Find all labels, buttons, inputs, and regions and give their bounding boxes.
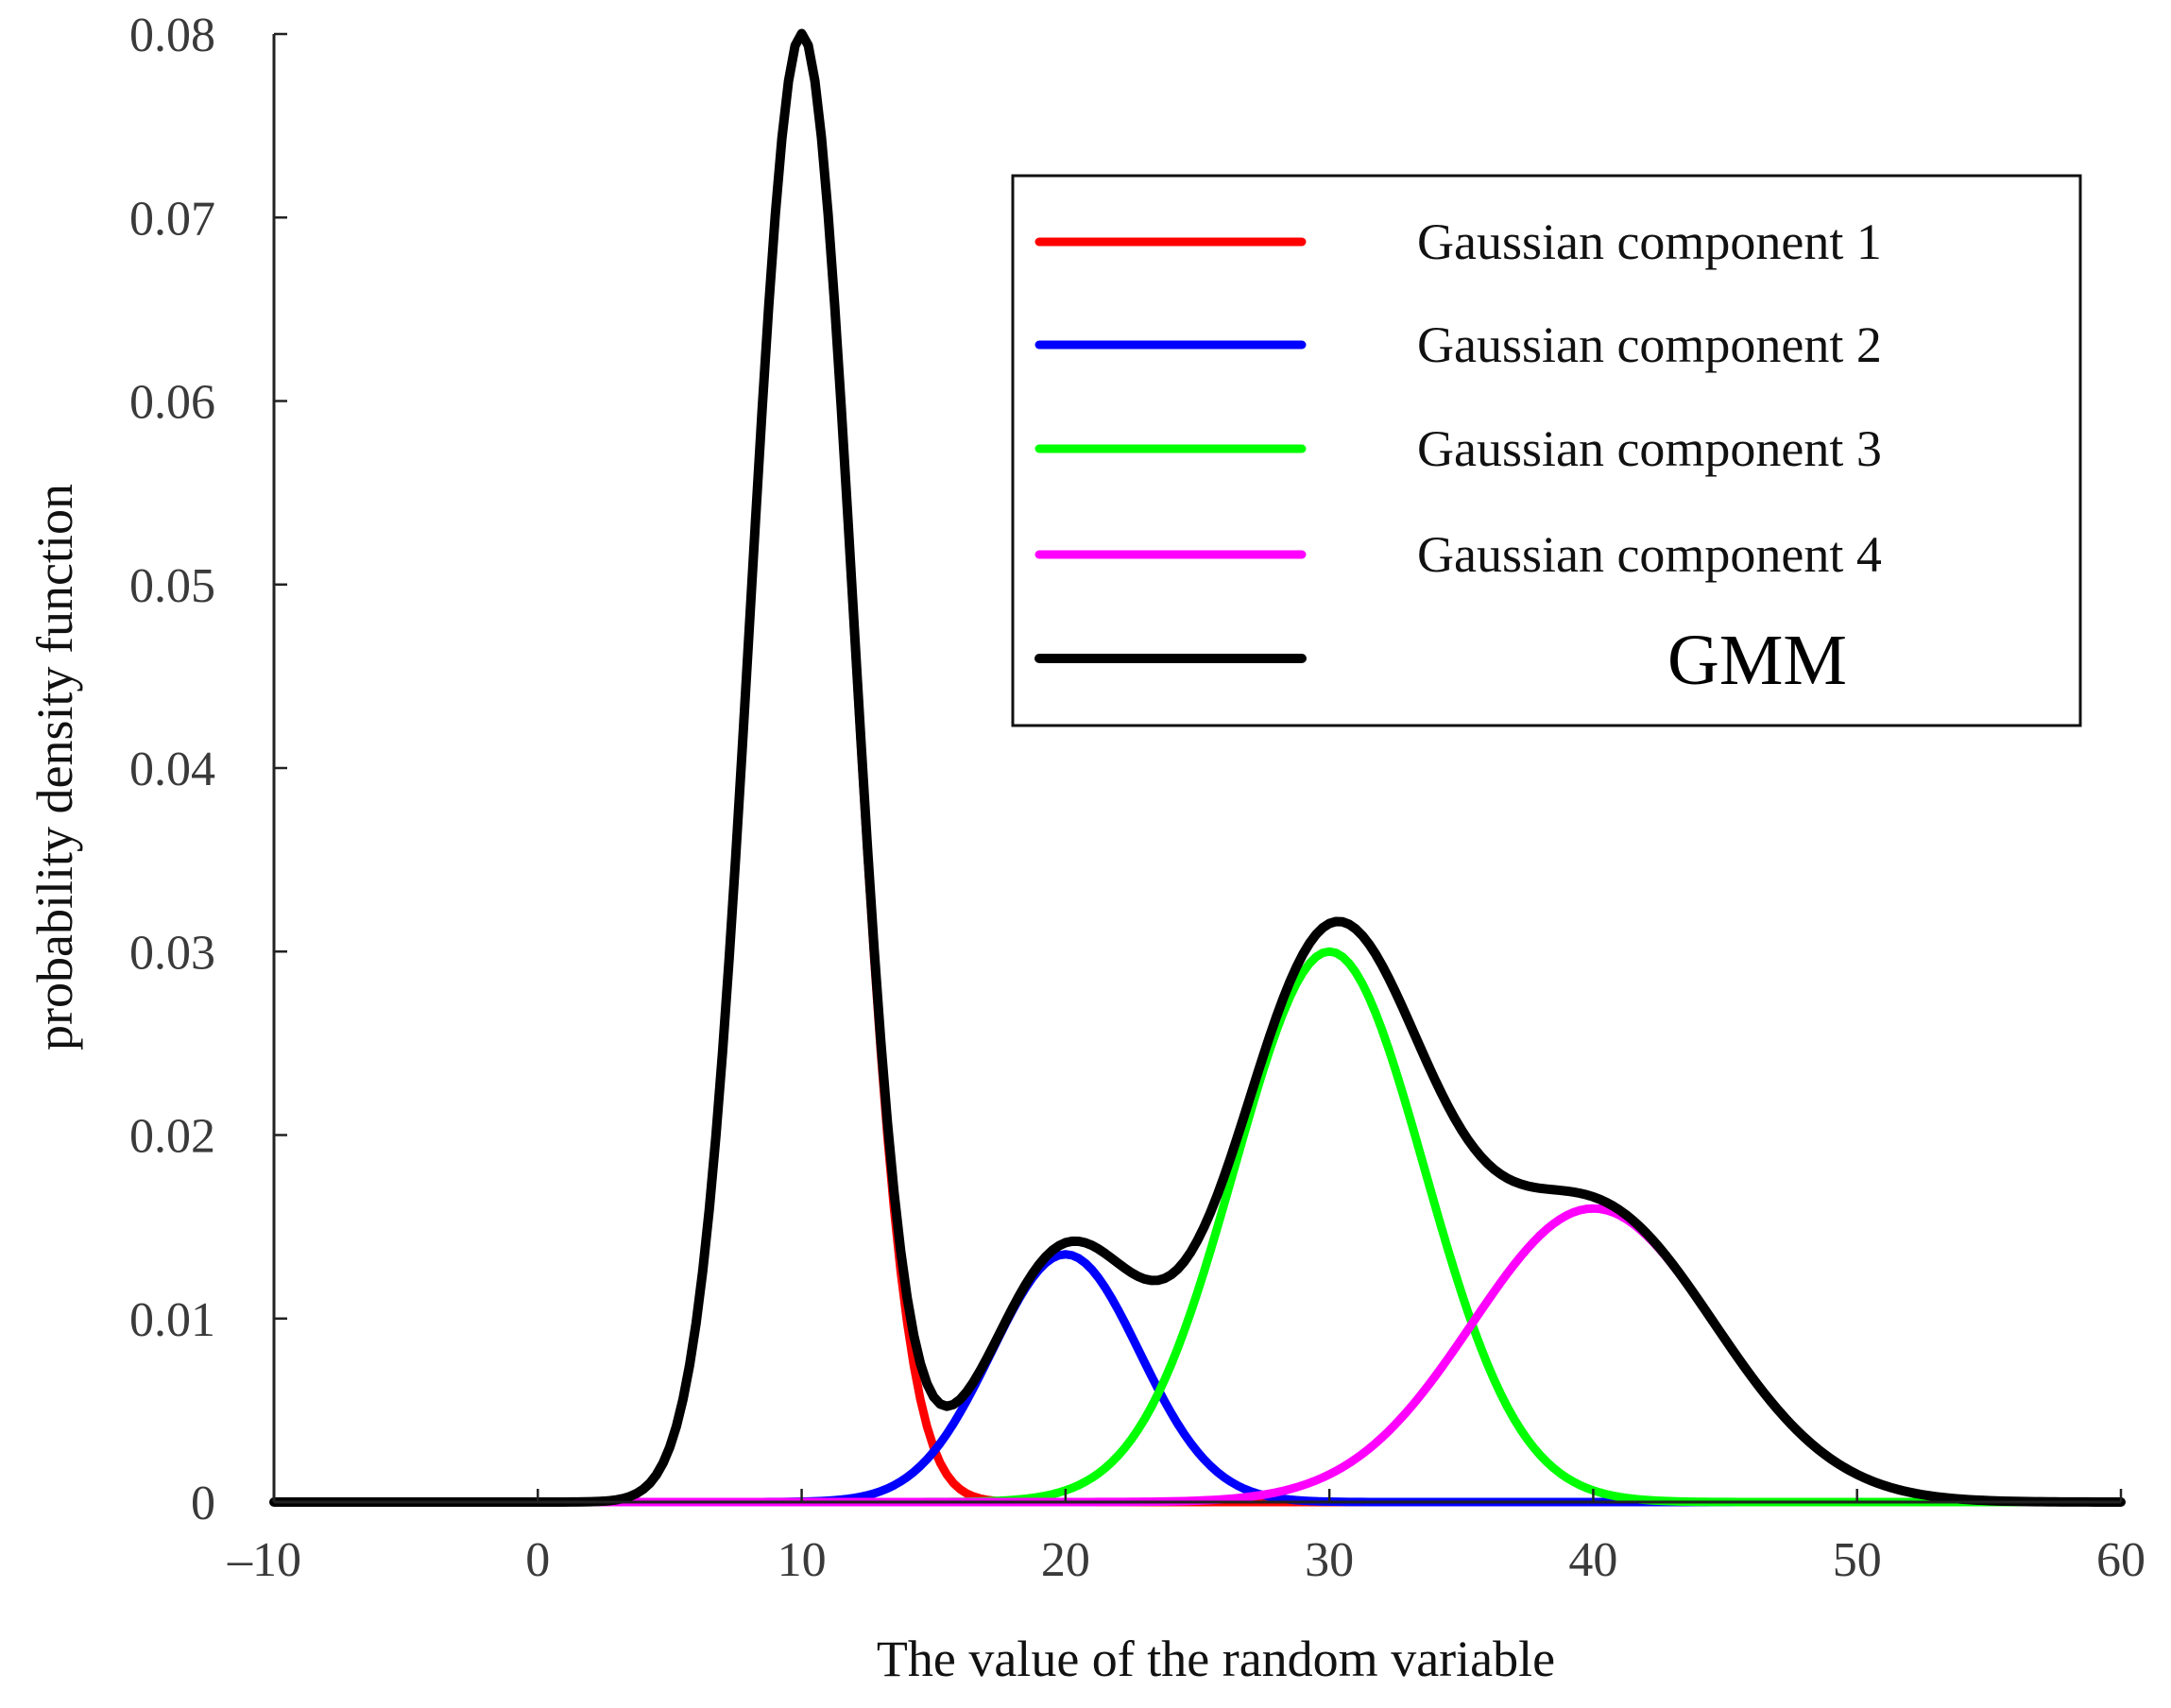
- y-tick-layer: 0 0.01 0.02 0.03 0.04 0.05 0.06 0.07 0.08: [129, 9, 287, 1530]
- x-tick-layer: –10 0 10 20 30 40 50 60: [227, 1489, 2145, 1587]
- legend: Gaussian component 1 Gaussian component …: [1011, 174, 2082, 727]
- legend-entry-1: Gaussian component 1: [1034, 214, 1882, 270]
- y-tick-label: 0.06: [129, 376, 215, 430]
- x-tick-label: 0: [525, 1533, 550, 1587]
- x-tick-label: –10: [227, 1533, 301, 1587]
- legend-label-1: Gaussian component 1: [1417, 214, 1882, 270]
- y-tick-label: 0.05: [129, 559, 215, 613]
- legend-label-4: Gaussian component 4: [1417, 526, 1882, 583]
- x-tick-label: 40: [1568, 1533, 1617, 1587]
- x-tick-label: 10: [778, 1533, 827, 1587]
- x-tick-label: 50: [1833, 1533, 1882, 1587]
- y-tick-label: 0.04: [129, 743, 215, 796]
- legend-entry-3: Gaussian component 3: [1034, 420, 1882, 477]
- x-tick-label: 20: [1041, 1533, 1090, 1587]
- y-tick-label: 0.01: [129, 1293, 215, 1347]
- y-axis-label: probability density function: [26, 484, 83, 1050]
- legend-entry-gmm: GMM: [1034, 621, 1847, 700]
- x-tick-label: 30: [1305, 1533, 1354, 1587]
- y-tick-label: 0.08: [129, 9, 215, 62]
- x-tick-label: 60: [2096, 1533, 2145, 1587]
- y-tick-label: 0.07: [129, 192, 215, 246]
- legend-label-2: Gaussian component 2: [1417, 316, 1882, 373]
- legend-entry-4: Gaussian component 4: [1034, 526, 1882, 583]
- legend-label-3: Gaussian component 3: [1417, 420, 1882, 477]
- y-tick-label: 0.02: [129, 1110, 215, 1164]
- x-axis-label: The value of the random variable: [877, 1631, 1555, 1687]
- y-tick-label: 0: [191, 1477, 215, 1530]
- y-tick-label: 0.03: [129, 926, 215, 980]
- legend-entry-2: Gaussian component 2: [1034, 316, 1882, 373]
- legend-label-gmm: GMM: [1667, 621, 1847, 700]
